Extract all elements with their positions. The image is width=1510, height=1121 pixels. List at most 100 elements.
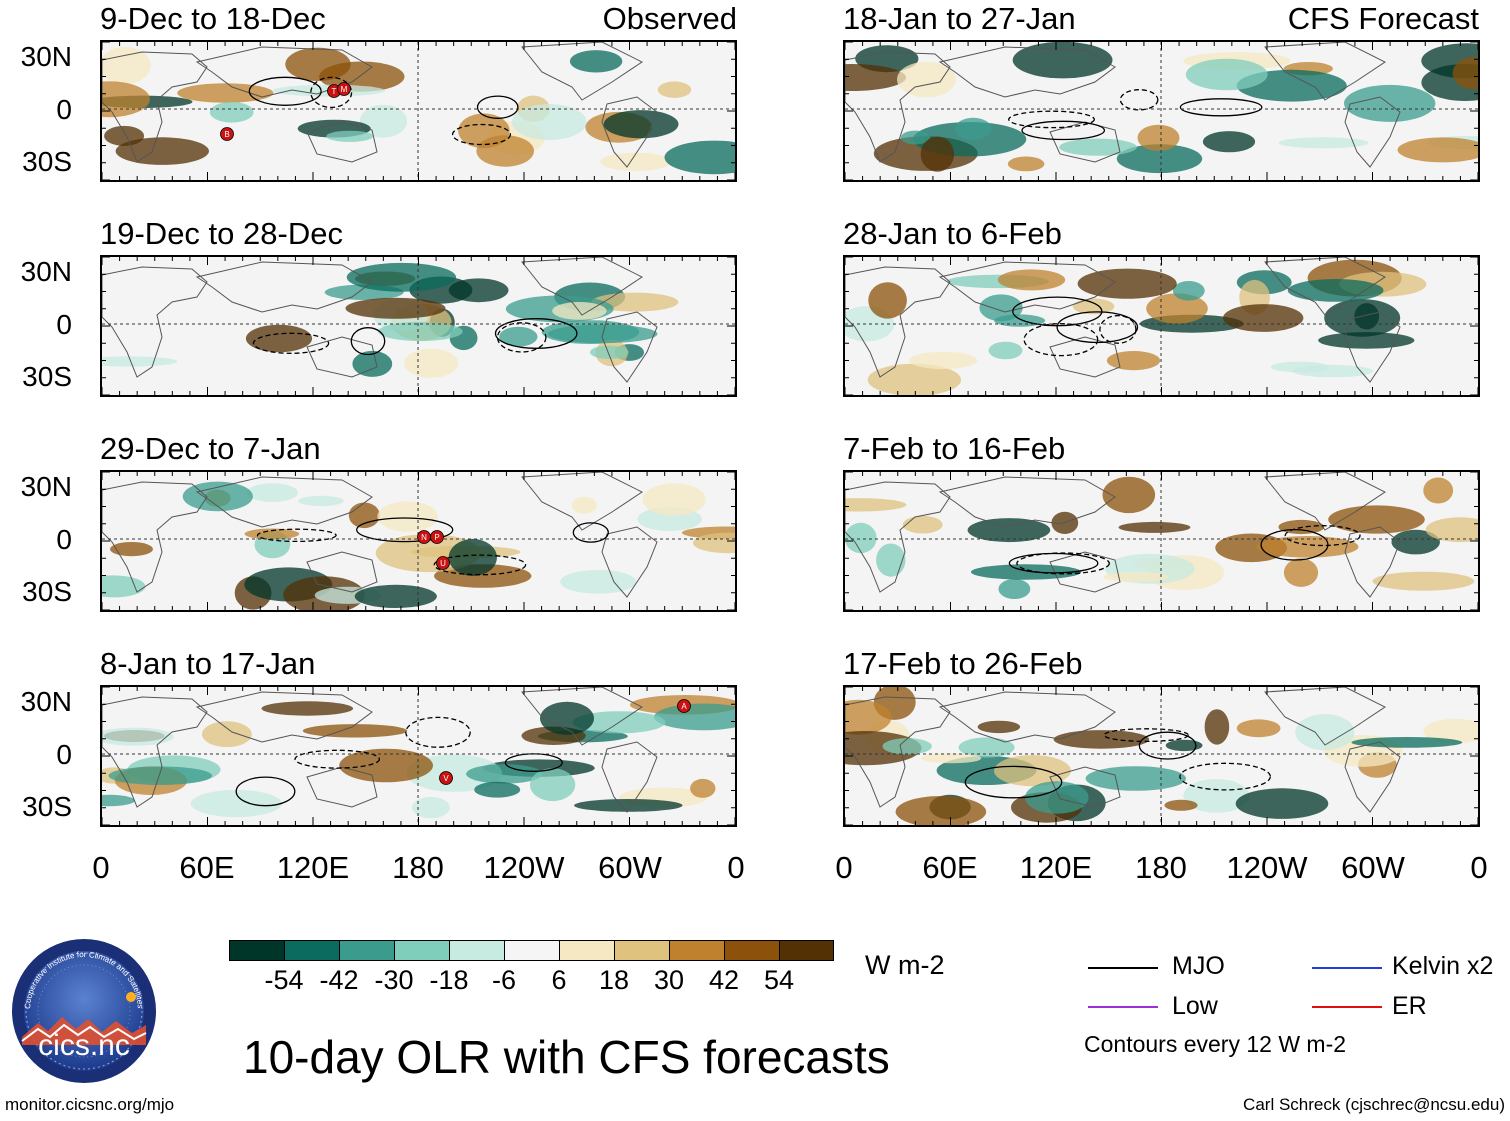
figure-title: 10-day OLR with CFS forecasts	[243, 1031, 890, 1083]
colorbar-tick-label: 6	[551, 965, 567, 995]
svg-text:U: U	[440, 559, 446, 568]
svg-text:B: B	[224, 130, 229, 139]
olr-map	[102, 42, 735, 180]
colorbar-swatch	[669, 940, 725, 961]
legend-line-er	[1312, 1006, 1382, 1008]
lon-label: 120E	[1019, 850, 1093, 885]
olr-map	[845, 42, 1478, 180]
observed-map-panel-1: T M B	[100, 40, 737, 182]
legend-line-mjo	[1088, 967, 1158, 969]
forecast-panel-2-title: 28-Jan to 6-Feb	[843, 216, 1062, 251]
legend-label-low: Low	[1172, 992, 1218, 1020]
storm-marker-v: V	[439, 771, 453, 785]
lon-label: 120E	[276, 850, 350, 885]
lon-label: 120W	[1226, 850, 1308, 885]
lat-label-equator: 0	[56, 309, 72, 340]
colorbar-tick-label: 30	[653, 965, 685, 995]
storm-marker-b: B	[220, 127, 234, 141]
lat-label-30n: 30N	[20, 256, 72, 287]
lon-label: 0	[835, 850, 853, 885]
colorbar-swatch	[229, 940, 285, 961]
legend-label-mjo: MJO	[1172, 952, 1225, 980]
lat-label-30n: 30N	[20, 41, 72, 72]
forecast-panel-1-title: 18-Jan to 27-Jan	[843, 1, 1076, 36]
forecast-panel-4-title: 17-Feb to 26-Feb	[843, 646, 1083, 681]
legend-line-low	[1088, 1006, 1158, 1008]
forecast-map-panel-2	[843, 255, 1480, 397]
colorbar-swatch	[449, 940, 505, 961]
olr-map	[845, 472, 1478, 610]
colorbar-tick-label: -30	[374, 965, 414, 995]
lon-label: 60E	[179, 850, 235, 885]
footer-credit: Carl Schreck (cjschrec@ncsu.edu)	[1243, 1095, 1505, 1114]
colorbar-swatch	[614, 940, 670, 961]
logo-text: cics.nc	[38, 1029, 130, 1062]
legend-line-kelvin	[1312, 967, 1382, 969]
colorbar-swatch	[394, 940, 450, 961]
svg-text:M: M	[341, 85, 348, 94]
svg-text:N: N	[421, 533, 427, 542]
colorbar-tick-label: -42	[319, 965, 359, 995]
footer-url[interactable]: monitor.cicsnc.org/mjo	[5, 1095, 175, 1114]
svg-text:P: P	[434, 533, 439, 542]
lat-label-30n: 30N	[20, 686, 72, 717]
lat-label-equator: 0	[56, 94, 72, 125]
colorbar-units: W m-2	[865, 950, 945, 980]
colorbar-tick-label: 42	[708, 965, 740, 995]
lat-label-equator: 0	[56, 739, 72, 770]
storm-marker-u: U	[436, 556, 450, 570]
storm-marker-m: M	[337, 82, 351, 96]
legend-label-er: ER	[1392, 992, 1427, 1020]
colorbar-swatch	[724, 940, 780, 961]
colorbar-swatch	[339, 940, 395, 961]
colorbar-tick-label: 18	[598, 965, 630, 995]
colorbar-swatch	[284, 940, 340, 961]
storm-marker-a: A	[677, 699, 691, 713]
colorbar-tick-label: -54	[264, 965, 304, 995]
lat-label-equator: 0	[56, 524, 72, 555]
forecast-map-panel-4	[843, 685, 1480, 827]
lat-label-30s: 30S	[22, 791, 72, 822]
lon-label: 0	[92, 850, 110, 885]
lon-label: 60E	[922, 850, 978, 885]
svg-text:V: V	[443, 774, 449, 783]
storm-marker-p: P	[430, 530, 444, 544]
colorbar-swatch	[559, 940, 615, 961]
lat-label-30s: 30S	[22, 576, 72, 607]
forecast-label: CFS Forecast	[1287, 1, 1479, 36]
legend-label-kelvin: Kelvin x2	[1392, 952, 1494, 980]
svg-text:T: T	[332, 87, 337, 96]
olr-map	[102, 257, 735, 395]
lon-label: 0	[727, 850, 745, 885]
cics-logo[interactable]: Cooperative Institute for Climate and Sa…	[10, 937, 158, 1085]
olr-map	[845, 687, 1478, 825]
lat-label-30n: 30N	[20, 471, 72, 502]
observed-panel-4-title: 8-Jan to 17-Jan	[100, 646, 316, 681]
lon-label: 60W	[1341, 850, 1405, 885]
observed-panel-1-title: 9-Dec to 18-Dec	[100, 1, 326, 36]
lon-label: 180	[392, 850, 444, 885]
cics-logo-graphic: Cooperative Institute for Climate and Sa…	[12, 939, 156, 1083]
lat-label-30s: 30S	[22, 361, 72, 392]
colorbar-tick-label: -6	[491, 965, 516, 995]
observed-panel-2-title: 19-Dec to 28-Dec	[100, 216, 343, 251]
colorbar-swatch	[779, 940, 834, 961]
forecast-panel-3-title: 7-Feb to 16-Feb	[843, 431, 1066, 466]
colorbar-tick-label: -18	[429, 965, 469, 995]
lon-label: 120W	[483, 850, 565, 885]
observed-map-panel-2	[100, 255, 737, 397]
colorbar-tick-label: 54	[763, 965, 795, 995]
observed-panel-3-title: 29-Dec to 7-Jan	[100, 431, 321, 466]
olr-map	[845, 257, 1478, 395]
lon-label: 60W	[598, 850, 662, 885]
observed-map-panel-3: N P U	[100, 470, 737, 612]
olr-map	[102, 687, 735, 825]
observed-label: Observed	[602, 1, 737, 36]
observed-map-panel-4: A V	[100, 685, 737, 827]
lat-label-30s: 30S	[22, 146, 72, 177]
contour-interval-note: Contours every 12 W m-2	[1084, 1031, 1347, 1057]
svg-text:A: A	[681, 702, 687, 711]
forecast-map-panel-1	[843, 40, 1480, 182]
colorbar-swatch	[504, 940, 560, 961]
lon-label: 0	[1470, 850, 1488, 885]
